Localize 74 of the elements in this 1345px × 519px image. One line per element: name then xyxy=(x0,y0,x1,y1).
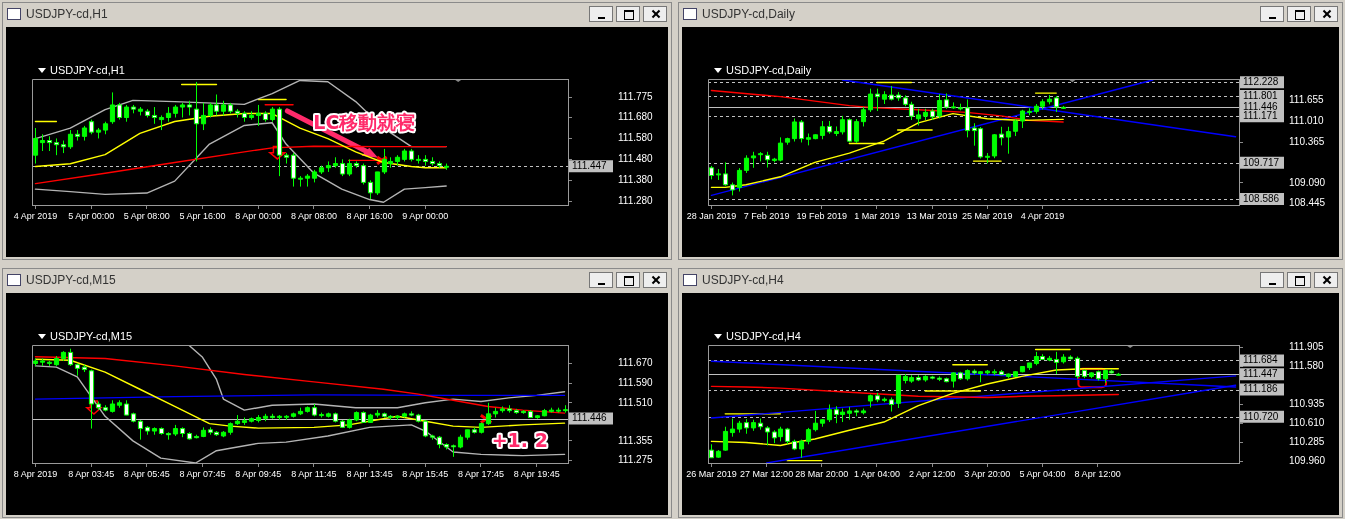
y-tick-label: 110.285 xyxy=(1289,435,1325,447)
chart-title: USDJPY-cd,H1 xyxy=(26,7,108,21)
x-tick-label: 7 Feb 2019 xyxy=(743,210,790,221)
y-tick-label: 111.010 xyxy=(1289,115,1325,127)
ref-line-label: 109.717 xyxy=(1243,156,1280,168)
y-tick-label: 111.580 xyxy=(618,132,654,144)
x-tick-label: 1 Mar 2019 xyxy=(854,210,900,221)
y-tick-label: 111.280 xyxy=(618,194,654,206)
x-tick-label: 28 Mar 20:00 xyxy=(795,468,849,479)
x-tick-label: 5 Apr 16:00 xyxy=(179,210,226,221)
annotation: +1. 2 xyxy=(491,428,548,451)
y-tick-label: 108.445 xyxy=(1289,197,1326,209)
x-tick-label: 8 Apr 07:45 xyxy=(179,468,226,479)
y-tick-label: 111.590 xyxy=(618,376,654,388)
x-tick-label: 8 Apr 05:45 xyxy=(123,468,170,479)
y-tick-label: 109.960 xyxy=(1289,454,1326,466)
y-tick-label: 111.275 xyxy=(618,454,654,466)
y-tick-label: 111.905 xyxy=(1289,341,1325,353)
ref-line-label: 111.186 xyxy=(1243,383,1279,395)
y-tick-label: 111.580 xyxy=(1289,360,1325,372)
y-tick-label: 111.380 xyxy=(618,174,654,186)
x-tick-label: 8 Apr 16:00 xyxy=(346,210,393,221)
x-tick-label: 13 Mar 2019 xyxy=(906,210,958,221)
y-tick-label: 111.680 xyxy=(618,111,654,123)
x-tick-label: 8 Apr 17:45 xyxy=(457,468,505,479)
x-tick-label: 8 Apr 19:45 xyxy=(513,468,560,479)
y-tick-label: 111.355 xyxy=(618,434,654,446)
ref-line-label: 111.446 xyxy=(572,412,608,424)
x-tick-label: 28 Jan 2019 xyxy=(686,210,737,221)
y-tick-label: 110.935 xyxy=(1289,397,1325,409)
x-tick-label: 26 Mar 2019 xyxy=(686,468,737,479)
chart-title: USDJPY-cd,M15 xyxy=(26,273,116,287)
y-tick-label: 110.365 xyxy=(1289,135,1325,147)
x-tick-label: 27 Mar 12:00 xyxy=(740,468,794,479)
x-tick-label: 1 Apr 04:00 xyxy=(853,468,900,479)
x-tick-label: 8 Apr 03:45 xyxy=(68,468,115,479)
x-tick-label: 8 Apr 09:45 xyxy=(235,468,282,479)
x-tick-label: 8 Apr 00:00 xyxy=(235,210,282,221)
y-tick-label: 109.090 xyxy=(1289,176,1326,188)
x-tick-label: 4 Apr 2019 xyxy=(1020,210,1065,221)
x-tick-label: 8 Apr 08:00 xyxy=(290,210,337,221)
x-tick-label: 25 Mar 2019 xyxy=(962,210,1013,221)
chart-title: USDJPY-cd,Daily xyxy=(702,7,795,21)
y-tick-label: 111.510 xyxy=(618,396,654,408)
x-tick-label: 5 Apr 04:00 xyxy=(1019,468,1066,479)
chart-title: USDJPY-cd,H4 xyxy=(702,273,784,287)
ref-line-label: 112.228 xyxy=(1243,76,1279,88)
ref-line-label: 111.447 xyxy=(572,160,608,172)
x-tick-label: 8 Apr 12:00 xyxy=(1074,468,1121,479)
x-tick-label: 5 Apr 00:00 xyxy=(68,210,115,221)
chart-subtitle: USDJPY-cd,Daily xyxy=(726,64,812,76)
x-tick-label: 8 Apr 2019 xyxy=(13,468,58,479)
x-tick-label: 3 Apr 20:00 xyxy=(964,468,1011,479)
y-tick-label: 111.670 xyxy=(618,357,654,369)
x-tick-label: 5 Apr 08:00 xyxy=(123,210,170,221)
y-tick-label: 111.655 xyxy=(1289,94,1325,106)
x-tick-label: 9 Apr 00:00 xyxy=(402,210,449,221)
ref-line-label: 108.586 xyxy=(1243,192,1280,204)
chart-subtitle: USDJPY-cd,H1 xyxy=(50,64,125,76)
y-tick-label: 111.775 xyxy=(618,91,654,103)
y-tick-label: 110.610 xyxy=(1289,416,1325,428)
ref-line-label: 110.720 xyxy=(1243,410,1279,422)
x-tick-label: 4 Apr 2019 xyxy=(13,210,58,221)
x-tick-label: 2 Apr 12:00 xyxy=(909,468,956,479)
x-tick-label: 8 Apr 13:45 xyxy=(346,468,393,479)
ref-line-label: 111.684 xyxy=(1243,354,1279,366)
x-tick-label: 19 Feb 2019 xyxy=(796,210,848,221)
ref-line-label: 111.447 xyxy=(1243,368,1279,379)
x-tick-label: 8 Apr 11:45 xyxy=(291,468,337,479)
x-tick-label: 8 Apr 15:45 xyxy=(402,468,449,479)
ref-line-label: 111.801 xyxy=(1243,89,1279,101)
y-tick-label: 111.480 xyxy=(618,153,654,165)
chart-subtitle: USDJPY-cd,M15 xyxy=(50,330,133,342)
chart-subtitle: USDJPY-cd,H4 xyxy=(726,330,801,342)
